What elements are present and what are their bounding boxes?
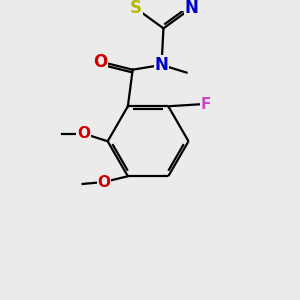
Text: N: N	[185, 0, 199, 17]
Text: O: O	[77, 126, 90, 141]
Text: N: N	[154, 56, 169, 74]
Text: S: S	[130, 0, 142, 17]
Text: O: O	[93, 53, 107, 71]
Text: F: F	[201, 97, 211, 112]
Text: O: O	[97, 175, 110, 190]
